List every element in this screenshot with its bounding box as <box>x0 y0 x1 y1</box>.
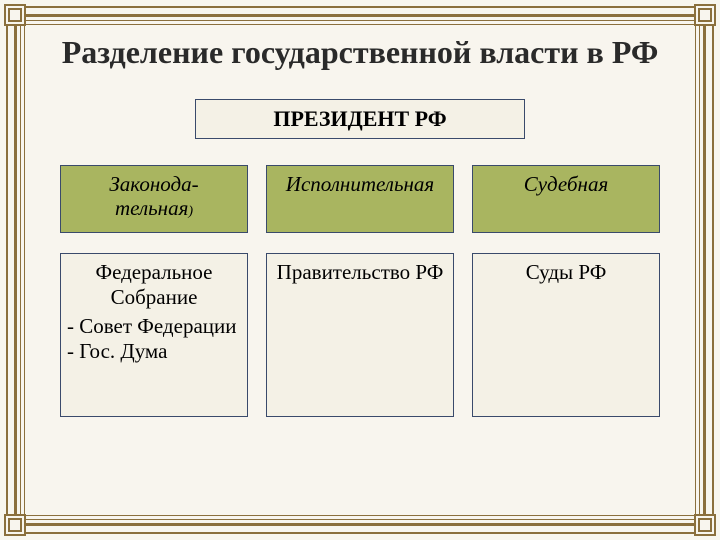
list-item: Совет Федерации <box>67 314 241 339</box>
list-item: Гос. Дума <box>67 339 241 364</box>
slide: Разделение государственной власти в РФ П… <box>0 0 720 540</box>
branch-legislative: Законода- тельная) <box>60 165 248 233</box>
body-legislative-items: Совет Федерации Гос. Дума <box>67 314 241 364</box>
branches-row: Законода- тельная) Исполнительная Судебн… <box>60 165 660 233</box>
page-title: Разделение государственной власти в РФ <box>60 34 660 71</box>
body-judicial: Суды РФ <box>472 253 660 417</box>
branch-legislative-suffix: ) <box>188 204 193 219</box>
body-judicial-main: Суды РФ <box>479 260 653 285</box>
branch-legislative-label: Законода- тельная <box>109 172 198 220</box>
body-legislative: Федеральное Собрание Совет Федерации Гос… <box>60 253 248 417</box>
president-box: ПРЕЗИДЕНТ РФ <box>195 99 525 139</box>
bodies-row: Федеральное Собрание Совет Федерации Гос… <box>60 253 660 417</box>
content-area: Разделение государственной власти в РФ П… <box>30 20 690 417</box>
frame-corner <box>694 514 716 536</box>
frame-corner <box>4 514 26 536</box>
frame-corner <box>4 4 26 26</box>
body-executive: Правительство РФ <box>266 253 454 417</box>
branch-judicial: Судебная <box>472 165 660 233</box>
body-legislative-main: Федеральное Собрание <box>67 260 241 310</box>
frame-corner <box>694 4 716 26</box>
branch-judicial-label: Судебная <box>524 172 608 196</box>
body-executive-main: Правительство РФ <box>273 260 447 285</box>
branch-executive: Исполнительная <box>266 165 454 233</box>
branch-executive-label: Исполнительная <box>286 172 434 196</box>
